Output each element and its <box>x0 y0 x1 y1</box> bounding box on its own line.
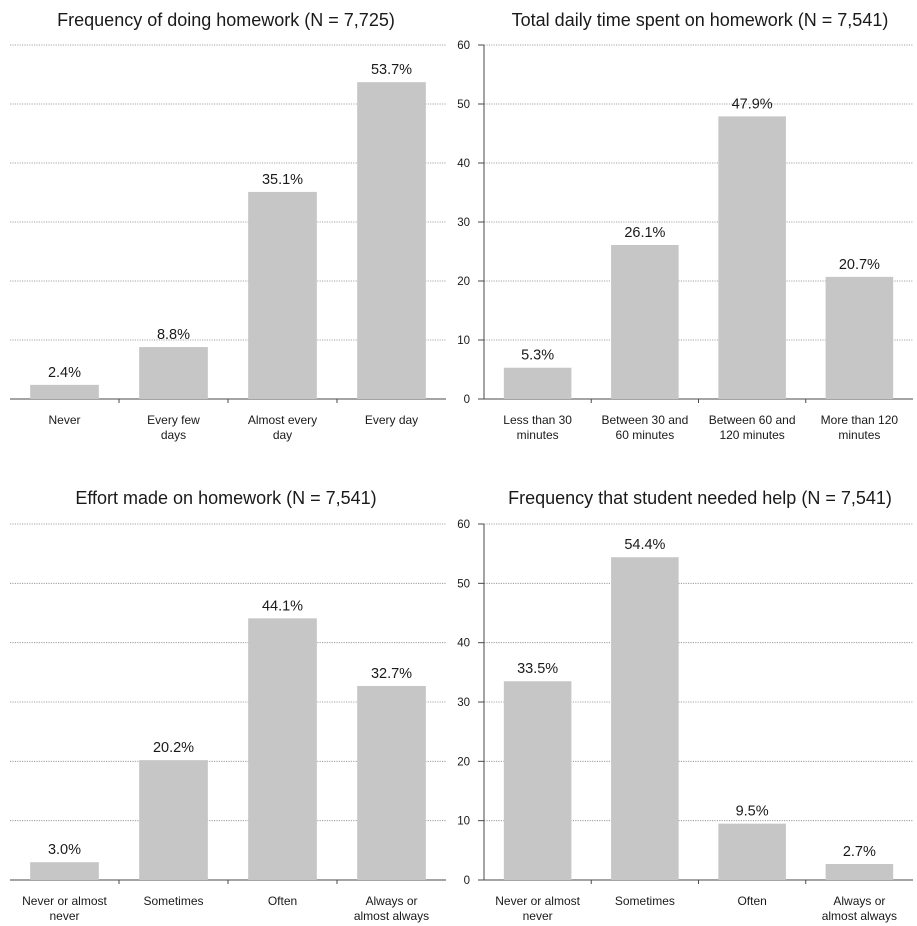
bar <box>718 823 786 880</box>
bar-value-label: 8.8% <box>157 327 190 343</box>
bar <box>357 685 426 880</box>
bar-value-label: 54.4% <box>624 537 665 553</box>
bar <box>139 760 208 880</box>
bar-value-label: 20.2% <box>153 740 194 756</box>
bar <box>30 862 99 880</box>
category-label-line: days <box>161 428 186 442</box>
chart-title: Effort made on homework (N = 7,541) <box>75 488 376 508</box>
bar <box>503 681 572 880</box>
category-label: Almost every day <box>248 413 317 442</box>
chart-panel-1: Frequency of doing homework (N = 7,725) 2… <box>10 10 446 442</box>
y-tick-label: 30 <box>457 697 470 709</box>
bar-value-label: 2.7% <box>843 844 876 860</box>
category-label: Every few days <box>147 413 200 442</box>
bar-value-label: 26.1% <box>624 225 665 241</box>
category-label-line: Often <box>737 894 766 908</box>
bar <box>139 347 208 399</box>
category-label: More than 120 minutes <box>821 413 899 442</box>
bar <box>611 245 679 399</box>
chart-panel-3: Effort made on homework (N = 7,541) 3.0% N… <box>10 488 446 923</box>
category-label-line: Almost every <box>248 413 317 427</box>
bar <box>30 384 99 399</box>
y-tick-label: 0 <box>464 875 470 887</box>
chart-panel-4: Frequency that student needed help (N = … <box>457 488 913 923</box>
bar-value-label: 2.4% <box>48 365 81 381</box>
category-label-line: never <box>49 909 79 923</box>
category-label-line: Every day <box>365 413 418 427</box>
bar-value-label: 44.1% <box>262 598 303 614</box>
bar-value-label: 9.5% <box>736 804 769 820</box>
bar-value-label: 35.1% <box>262 172 303 188</box>
category-label-line: minutes <box>517 428 559 442</box>
category-label-line: almost always <box>354 909 429 923</box>
chart-title: Frequency that student needed help (N = … <box>508 488 892 508</box>
chart-title: Total daily time spent on homework (N = … <box>512 10 889 30</box>
category-label: Sometimes <box>615 894 675 908</box>
category-label-line: 60 minutes <box>616 428 675 442</box>
category-label-line: More than 120 <box>821 413 899 427</box>
bar <box>611 557 679 880</box>
y-tick-label: 0 <box>464 394 470 406</box>
category-label-line: Between 30 and <box>602 413 689 427</box>
y-tick-label: 50 <box>457 99 470 111</box>
category-label: Never or almost never <box>22 894 107 923</box>
category-label-line: Sometimes <box>615 894 675 908</box>
category-label: Often <box>737 894 766 908</box>
y-tick-label: 50 <box>457 578 470 590</box>
category-label-line: Often <box>268 894 297 908</box>
chart-panel-2: Total daily time spent on homework (N = … <box>457 10 913 442</box>
chart-title: Frequency of doing homework (N = 7,725) <box>57 10 395 30</box>
bar-value-label: 32.7% <box>371 666 412 682</box>
y-tick-label: 60 <box>457 40 470 52</box>
bar <box>357 82 426 400</box>
bar-value-label: 5.3% <box>521 348 554 364</box>
category-label: Never or almost never <box>495 894 580 923</box>
category-label: Often <box>268 894 297 908</box>
category-label-line: Always or <box>365 894 417 908</box>
category-label-line: day <box>273 428 292 442</box>
category-label: Every day <box>365 413 418 427</box>
category-label-line: Always or <box>833 894 885 908</box>
category-label: Less than 30 minutes <box>503 413 572 442</box>
bar <box>503 367 572 399</box>
category-label: Sometimes <box>143 894 203 908</box>
y-tick-label: 40 <box>457 638 470 650</box>
category-label-line: Never <box>48 413 80 427</box>
category-label-line: Never or almost <box>495 894 580 908</box>
y-tick-label: 10 <box>457 816 470 828</box>
category-label: Between 30 and 60 minutes <box>602 413 689 442</box>
category-label-line: Never or almost <box>22 894 107 908</box>
category-label: Never <box>48 413 80 427</box>
y-tick-label: 30 <box>457 217 470 229</box>
y-tick-label: 10 <box>457 335 470 347</box>
category-label-line: never <box>523 909 553 923</box>
bar-value-label: 20.7% <box>839 257 880 273</box>
category-label-line: Sometimes <box>143 894 203 908</box>
category-label: Between 60 and 120 minutes <box>709 413 796 442</box>
bar <box>248 191 317 399</box>
y-tick-label: 60 <box>457 519 470 531</box>
category-label-line: Between 60 and <box>709 413 796 427</box>
bar-value-label: 33.5% <box>517 661 558 677</box>
y-tick-label: 40 <box>457 158 470 170</box>
category-label: Always or almost always <box>822 894 897 923</box>
bar-value-label: 47.9% <box>732 96 773 112</box>
bar <box>825 863 894 880</box>
y-tick-label: 20 <box>457 276 470 288</box>
category-label-line: Less than 30 <box>503 413 572 427</box>
bar-value-label: 3.0% <box>48 842 81 858</box>
category-label-line: Every few <box>147 413 200 427</box>
category-label-line: minutes <box>838 428 880 442</box>
bar <box>718 116 786 399</box>
category-label-line: almost always <box>822 909 897 923</box>
category-label-line: 120 minutes <box>719 428 784 442</box>
bar-value-label: 53.7% <box>371 62 412 78</box>
bar <box>248 618 317 880</box>
bar <box>825 276 894 399</box>
y-tick-label: 20 <box>457 756 470 768</box>
category-label: Always or almost always <box>354 894 429 923</box>
